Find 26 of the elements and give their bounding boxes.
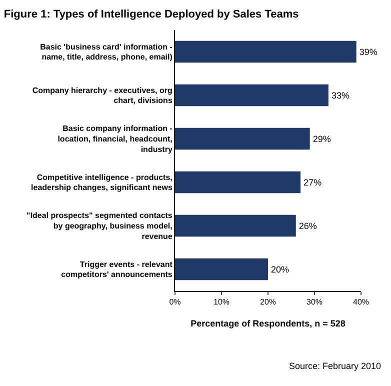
y-tick-label: Company hierarchy - executives, org chart, divisions bbox=[32, 86, 173, 106]
x-tick-label: 40% bbox=[352, 298, 370, 307]
x-tick-label: 10% bbox=[213, 298, 230, 307]
y-tick-label: Basic 'business card' information - name, title, address, phone, email) bbox=[40, 42, 173, 62]
x-tick-label: 0% bbox=[169, 298, 181, 307]
data-label: 20% bbox=[271, 264, 290, 274]
bar bbox=[175, 171, 301, 194]
y-tick-label: Competitive intelligence - products, leadership changes, significant news bbox=[31, 172, 173, 192]
bar bbox=[175, 40, 356, 63]
bar bbox=[175, 128, 310, 150]
bar bbox=[175, 258, 268, 280]
y-tick-label: Trigger events - relevant competitors' announcements bbox=[61, 260, 173, 280]
data-label: 27% bbox=[304, 177, 322, 188]
data-label: 33% bbox=[331, 90, 350, 100]
bar bbox=[175, 84, 328, 106]
chart-title: Figure 1: Types of Intelligence Deployed by Sales Teams bbox=[4, 8, 299, 20]
y-tick-label: Basic company information - location, financial, headcount, industry bbox=[58, 124, 173, 154]
y-tick-label: "Ideal prospects" segmented contacts by geography, business model, revenue bbox=[26, 211, 173, 241]
data-label: 39% bbox=[359, 46, 378, 57]
x-tick-label: 30% bbox=[306, 298, 323, 307]
data-label: 26% bbox=[298, 220, 317, 231]
source-note: Source: February 2010 bbox=[289, 361, 382, 371]
bar bbox=[175, 214, 296, 237]
data-label: 29% bbox=[312, 134, 331, 144]
x-axis-title: Percentage of Respondents, n = 528 bbox=[190, 318, 346, 328]
x-tick-label: 20% bbox=[260, 298, 276, 307]
